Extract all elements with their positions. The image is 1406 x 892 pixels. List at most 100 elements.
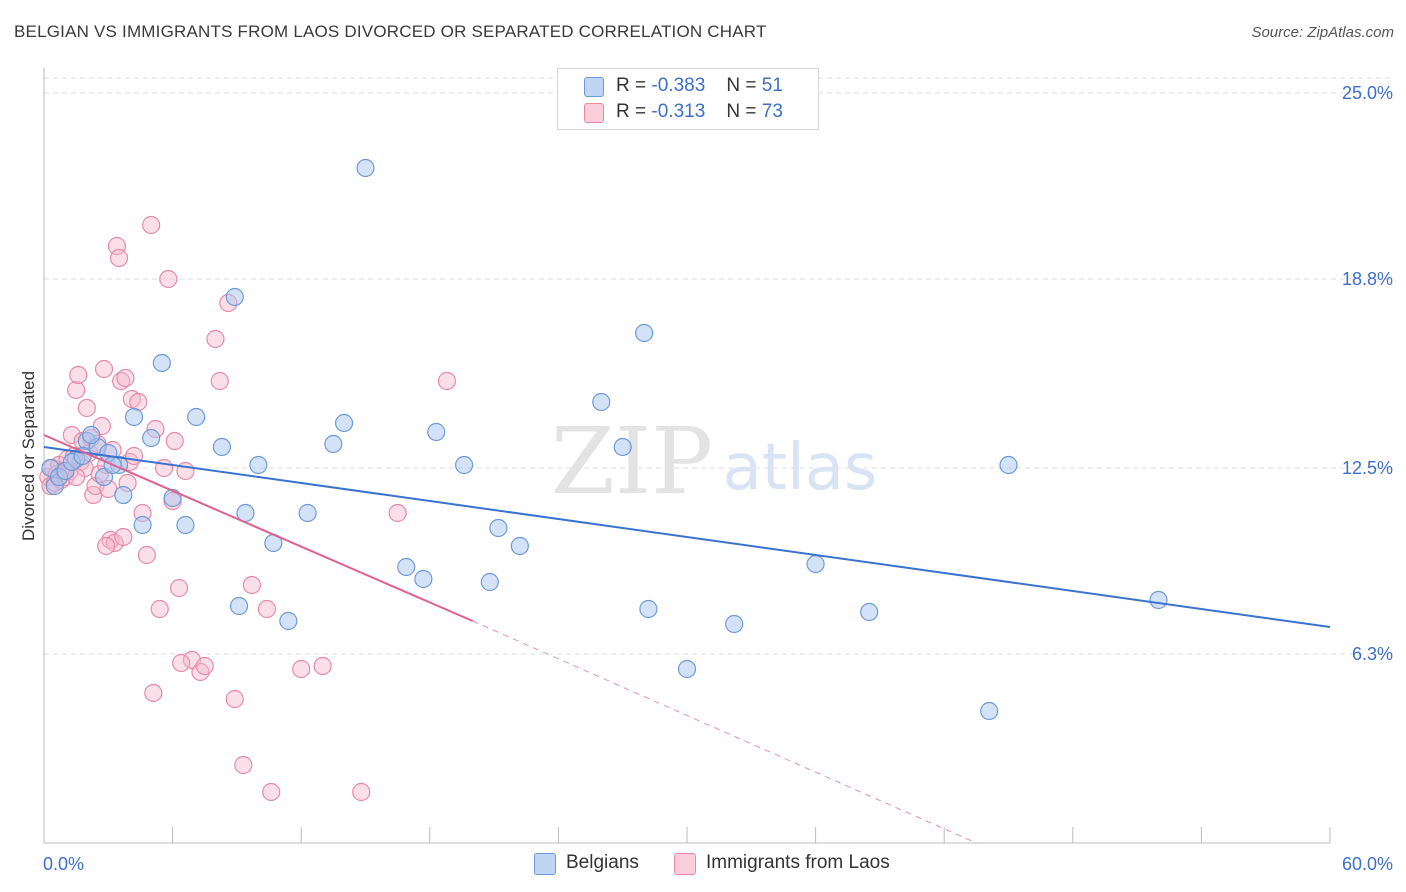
legend-label-laos: Immigrants from Laos <box>706 852 890 873</box>
data-point-laos <box>109 248 129 268</box>
data-point-laos <box>150 599 169 619</box>
chart-title: BELGIAN VS IMMIGRANTS FROM LAOS DIVORCED… <box>14 22 767 41</box>
data-point-belgians <box>356 158 375 178</box>
data-point-belgians <box>980 701 999 721</box>
data-point-belgians <box>639 599 658 619</box>
data-point-belgians <box>480 572 499 592</box>
data-point-laos <box>234 755 253 775</box>
data-point-laos <box>165 431 184 451</box>
trend-line-laos-extension <box>472 620 977 844</box>
axes <box>43 68 1331 844</box>
data-point-laos <box>129 392 148 412</box>
data-point-laos <box>97 536 116 556</box>
data-point-belgians <box>613 437 632 457</box>
x-tick-label-min: 0.0% <box>43 854 84 874</box>
data-point-laos <box>159 269 178 289</box>
data-point-belgians <box>82 425 101 445</box>
data-point-belgians <box>427 422 446 442</box>
watermark-zip: ZIP <box>551 408 713 515</box>
legend-swatch-blue <box>584 77 604 97</box>
legend-swatch-pink <box>584 103 604 123</box>
data-point-laos <box>242 575 262 595</box>
data-point-laos <box>77 398 96 418</box>
data-point-belgians <box>454 455 474 475</box>
correlation-legend: R = -0.383 N = 51 R = -0.313 N = 73 <box>557 68 819 130</box>
data-point-laos <box>388 503 407 523</box>
data-point-laos <box>352 782 371 802</box>
data-point-belgians <box>279 611 298 631</box>
legend-swatch-blue <box>534 853 556 875</box>
data-point-belgians <box>725 614 744 634</box>
n-value-laos: 73 <box>761 101 783 122</box>
y-tick-label: 6.3% <box>1352 644 1393 664</box>
data-point-laos <box>437 371 457 391</box>
series-legend: Belgians Immigrants from Laos <box>0 852 1406 878</box>
data-point-laos <box>94 359 114 379</box>
r-value-belgians: -0.383 <box>651 75 706 96</box>
data-point-laos <box>114 527 133 547</box>
data-point-belgians <box>592 392 611 412</box>
data-point-belgians <box>212 437 231 457</box>
chart-source: Source: ZipAtlas.com <box>1251 24 1394 41</box>
y-axis-label: Divorced or Separated <box>19 371 38 541</box>
data-point-belgians <box>124 407 144 427</box>
r-label: R = <box>616 75 647 96</box>
data-point-belgians <box>999 455 1018 475</box>
data-point-laos <box>195 656 214 676</box>
x-tick-label-max: 60.0% <box>1342 854 1393 874</box>
data-point-laos <box>144 683 163 703</box>
data-point-belgians <box>635 323 654 343</box>
y-tick-label: 25.0% <box>1342 83 1393 103</box>
legend-label-belgians: Belgians <box>566 852 639 873</box>
n-label: N = <box>726 75 757 96</box>
data-point-laos <box>206 329 225 349</box>
data-point-laos <box>124 446 144 466</box>
data-point-belgians <box>163 488 182 508</box>
data-point-laos <box>262 782 281 802</box>
data-point-belgians <box>229 596 249 616</box>
data-point-laos <box>225 689 244 709</box>
y-tick-label: 12.5% <box>1342 458 1393 478</box>
data-point-belgians <box>249 455 268 475</box>
y-tick-label: 18.8% <box>1342 269 1393 289</box>
data-point-belgians <box>510 536 529 556</box>
data-point-belgians <box>860 602 879 622</box>
data-point-belgians <box>489 518 508 538</box>
legend-swatch-pink <box>674 853 696 875</box>
trend-lines <box>43 434 1331 844</box>
data-point-laos <box>142 215 161 235</box>
data-point-laos <box>257 599 277 619</box>
data-point-laos <box>172 653 191 673</box>
trend-line-laos <box>43 434 474 622</box>
data-point-belgians <box>677 659 697 679</box>
data-point-belgians <box>414 569 433 589</box>
data-point-belgians <box>334 413 354 433</box>
r-label: R = <box>616 101 647 122</box>
data-point-belgians <box>324 434 343 454</box>
data-point-belgians <box>806 554 825 574</box>
grid-lines <box>44 77 1392 655</box>
data-point-belgians <box>187 407 206 427</box>
data-point-belgians <box>176 515 195 535</box>
n-value-belgians: 51 <box>761 75 783 96</box>
data-point-belgians <box>298 503 317 523</box>
data-point-laos <box>67 380 86 400</box>
tick-labels: 6.3% 12.5% 18.8% 25.0% 0.0% 60.0% <box>43 83 1393 874</box>
data-point-belgians <box>225 287 244 307</box>
belgian-points <box>41 158 1168 721</box>
data-point-belgians <box>114 485 133 505</box>
data-point-belgians <box>1149 590 1168 610</box>
watermark-atlas: atlas <box>723 431 878 505</box>
data-point-belgians <box>152 353 171 373</box>
data-point-laos <box>313 656 332 676</box>
r-value-laos: -0.313 <box>651 101 706 122</box>
data-point-laos <box>137 545 156 565</box>
watermark: ZIP atlas <box>551 408 877 515</box>
trend-line-belgians <box>43 446 1331 628</box>
data-point-belgians <box>397 557 416 577</box>
data-point-laos <box>116 368 135 388</box>
data-point-laos <box>210 371 229 391</box>
data-point-belgians <box>133 515 152 535</box>
data-point-laos <box>292 659 311 679</box>
